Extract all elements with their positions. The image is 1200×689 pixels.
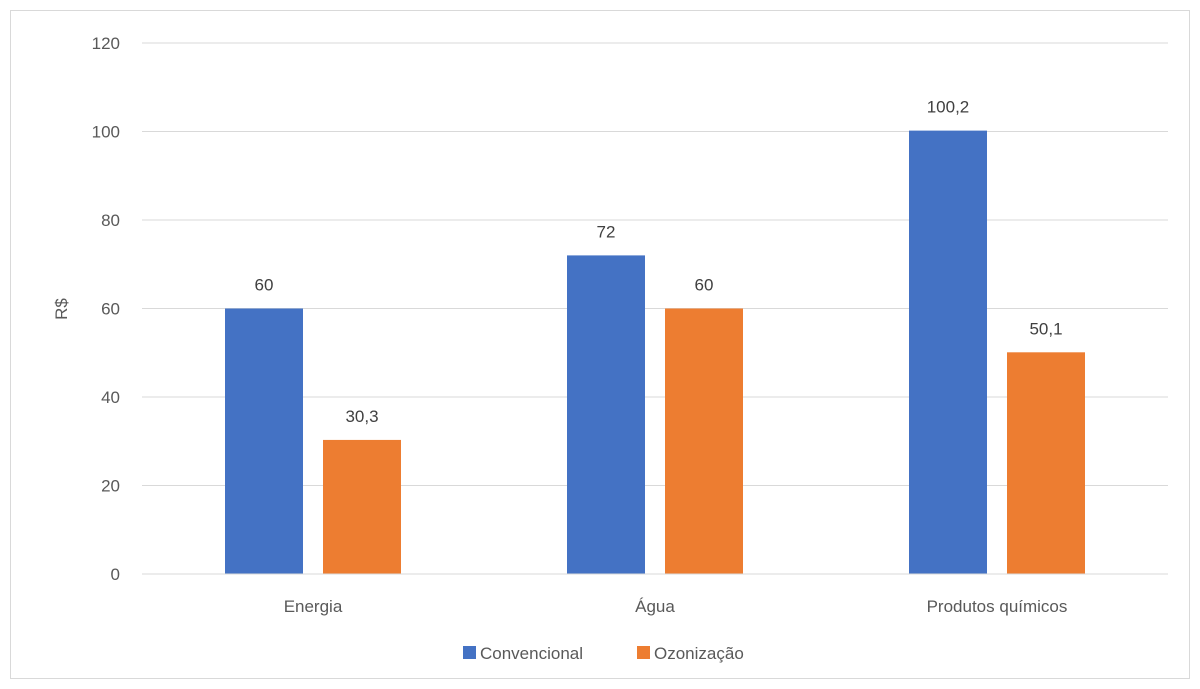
x-tick-label: Produtos químicos [927, 597, 1068, 616]
data-label: 50,1 [1029, 319, 1062, 338]
y-tick-label: 0 [111, 565, 120, 584]
legend-label: Convencional [480, 644, 583, 663]
bar-convencional-1 [567, 255, 645, 574]
bar-ozonizacao-0 [323, 439, 401, 574]
bar-convencional-2 [909, 130, 987, 575]
bars [225, 130, 1085, 575]
bar-ozonizacao-1 [665, 308, 743, 574]
bar-ozonizacao-2 [1007, 352, 1085, 574]
data-label: 100,2 [927, 98, 970, 117]
y-tick-label: 60 [101, 300, 120, 319]
y-tick-label: 20 [101, 477, 120, 496]
data-label: 30,3 [345, 407, 378, 426]
data-labels: 60 30,3 72 60 100,2 50,1 [255, 98, 1063, 426]
legend-swatch-1 [637, 646, 650, 659]
bar-convencional-0 [225, 308, 303, 574]
gridlines [142, 42, 1168, 486]
legend: Convencional Ozonização [463, 644, 744, 663]
y-axis-title: R$ [52, 298, 71, 320]
axes: 0 20 40 60 80 100 120 Energia Água Produtos quími… [92, 34, 1168, 616]
y-tick-label: 120 [92, 34, 120, 53]
x-tick-label: Água [635, 597, 675, 616]
y-tick-label: 80 [101, 211, 120, 230]
data-label: 60 [695, 276, 714, 295]
y-tick-label: 100 [92, 123, 120, 142]
data-label: 72 [597, 222, 616, 241]
data-label: 60 [255, 276, 274, 295]
y-tick-label: 40 [101, 388, 120, 407]
legend-swatch-0 [463, 646, 476, 659]
x-tick-label: Energia [284, 597, 343, 616]
legend-label: Ozonização [654, 644, 744, 663]
